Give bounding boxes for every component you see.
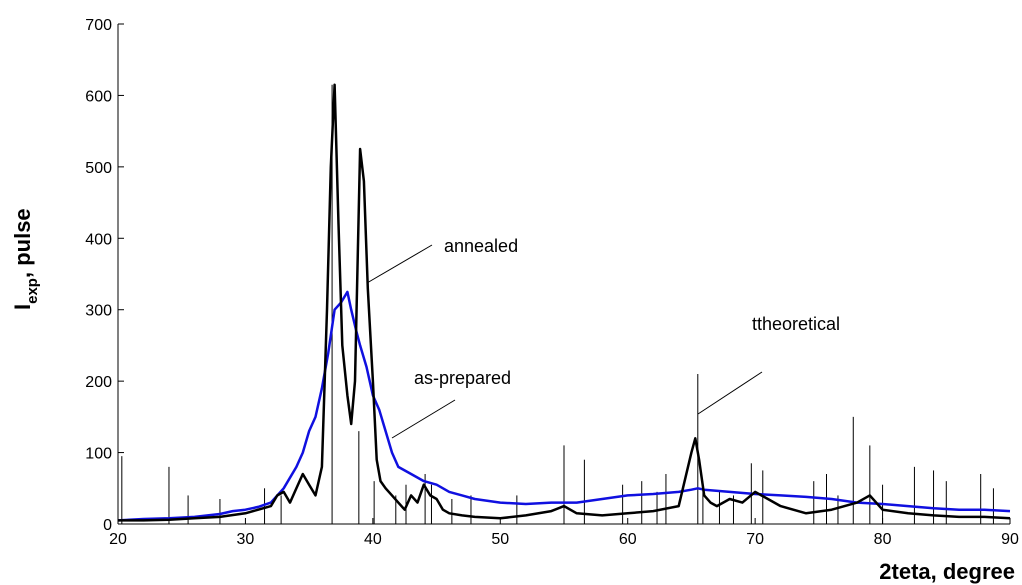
x-tick-label: 60: [619, 531, 637, 548]
y-tick-label: 600: [85, 88, 112, 105]
y-tick-label: 500: [85, 160, 112, 177]
y-tick-label: 700: [85, 17, 112, 34]
x-tick-label: 20: [109, 531, 127, 548]
y-tick-label: 400: [85, 231, 112, 248]
y-axis-title-rest: , pulse: [10, 208, 35, 278]
y-tick-label: 200: [85, 374, 112, 391]
annotation-annealed: annealed: [444, 236, 518, 256]
series-lines: [117, 83, 1011, 522]
annotation-theoretical: ttheoretical: [752, 314, 840, 334]
y-tick-label: 300: [85, 303, 112, 320]
x-tick-label: 40: [364, 531, 382, 548]
tick-labels: 20 30 40 50 60 70 80 90 0 100 200 300 400 500 600 700: [85, 17, 1019, 548]
as-prepared-leader-line: [391, 399, 456, 439]
x-axis-title: 2teta, degree: [879, 559, 1015, 584]
as-prepared-series-line: [117, 290, 1011, 522]
x-tick-label: 50: [491, 531, 509, 548]
x-tick-label: 30: [237, 531, 255, 548]
theoretical-sticks: [121, 84, 994, 524]
axes: [117, 23, 1011, 525]
annealed-leader-line: [366, 244, 433, 284]
annealed-series-line: [118, 83, 1011, 522]
y-axis-title: Iexp, pulse: [10, 208, 41, 310]
y-axis-title-sub: exp: [24, 278, 41, 304]
x-tick-label: 80: [874, 531, 892, 548]
theoretical-leader-line: [697, 371, 763, 415]
annotation-as-prepared: as-prepared: [414, 368, 511, 388]
x-tick-label: 90: [1001, 531, 1019, 548]
x-tick-label: 70: [746, 531, 764, 548]
y-axis-title-main: I: [10, 304, 35, 310]
y-tick-label: 100: [85, 446, 112, 463]
y-tick-label: 0: [103, 517, 112, 534]
